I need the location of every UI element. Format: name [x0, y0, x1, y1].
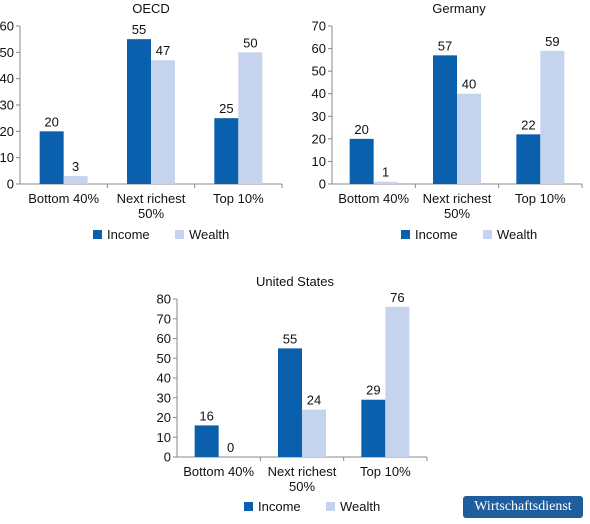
- united-states-y-tick-label: 20: [157, 410, 171, 425]
- united-states-y-tick-label: 0: [164, 450, 171, 465]
- united-states-y-tick-label: 80: [157, 292, 171, 307]
- united-states-x-tick-label: Bottom 40%: [183, 464, 254, 479]
- oecd-y-tick-label: 0: [7, 177, 14, 192]
- germany-x-tick-label: Bottom 40%: [338, 191, 409, 206]
- united-states-bar-income: [194, 425, 219, 457]
- germany-y-tick-label: 60: [312, 41, 326, 56]
- united-states-data-label: 24: [307, 393, 321, 408]
- germany-bar-income: [349, 138, 374, 184]
- germany-y-tick-label: 40: [312, 86, 326, 101]
- oecd-bar-wealth: [151, 60, 175, 184]
- germany-data-label: 57: [438, 38, 452, 53]
- united-states-bar-income: [278, 348, 302, 457]
- wirtschaftsdienst-logo: Wirtschaftsdienst: [463, 496, 583, 518]
- oecd-bar-income: [214, 118, 239, 184]
- germany-y-tick-label: 30: [312, 109, 326, 124]
- oecd-data-label: 3: [72, 159, 79, 174]
- united-states-legend-swatch-income: [244, 502, 253, 511]
- united-states-data-label: 55: [283, 331, 297, 346]
- united-states-y-tick-label: 10: [157, 430, 171, 445]
- oecd-legend-swatch-income: [93, 230, 102, 239]
- germany-legend-label-wealth: Wealth: [497, 227, 537, 242]
- oecd-y-tick-label: 10: [0, 150, 14, 165]
- united-states-data-label: 76: [390, 290, 404, 305]
- oecd-data-label: 20: [44, 114, 58, 129]
- united-states-bar-income: [361, 399, 386, 457]
- germany-legend-swatch-income: [401, 230, 410, 239]
- oecd-data-label: 55: [132, 22, 146, 37]
- oecd-data-label: 50: [243, 35, 257, 50]
- united-states-y-tick-label: 70: [157, 311, 171, 326]
- oecd-chart-title: OECD: [132, 1, 170, 16]
- oecd-data-label: 25: [219, 101, 233, 116]
- oecd-y-tick-label: 50: [0, 45, 14, 60]
- germany-data-label: 20: [354, 122, 368, 137]
- germany-data-label: 59: [545, 34, 559, 49]
- united-states-data-label: 29: [366, 383, 380, 398]
- united-states-chart-title: United States: [256, 274, 335, 289]
- oecd-x-tick-label: Top 10%: [213, 191, 264, 206]
- germany-bar-income: [516, 134, 541, 184]
- oecd-bar-income: [127, 39, 151, 184]
- oecd-legend-label-income: Income: [107, 227, 150, 242]
- oecd-y-tick-label: 30: [0, 98, 14, 113]
- oecd-bar-wealth: [63, 176, 88, 184]
- germany-bar-wealth: [540, 50, 565, 185]
- germany-bar-wealth: [457, 93, 481, 184]
- germany-y-tick-label: 10: [312, 154, 326, 169]
- united-states-data-label: 0: [227, 440, 234, 455]
- oecd-data-label: 47: [156, 43, 170, 58]
- germany-legend-label-income: Income: [415, 227, 458, 242]
- united-states-legend-label-wealth: Wealth: [340, 499, 380, 514]
- united-states-data-label: 16: [199, 408, 213, 423]
- germany-y-tick-label: 0: [319, 177, 326, 192]
- germany-bar-wealth: [373, 181, 398, 184]
- united-states-y-tick-label: 40: [157, 371, 171, 386]
- oecd-y-tick-label: 40: [0, 71, 14, 86]
- oecd-bar-income: [39, 131, 64, 184]
- oecd-x-tick-label: Bottom 40%: [28, 191, 99, 206]
- germany-y-tick-label: 20: [312, 131, 326, 146]
- germany-data-label: 22: [521, 117, 535, 132]
- oecd-y-tick-label: 20: [0, 124, 14, 139]
- germany-bar-income: [433, 55, 457, 184]
- united-states-bar-wealth: [302, 409, 326, 457]
- united-states-y-tick-label: 30: [157, 390, 171, 405]
- united-states-bar-wealth: [385, 306, 410, 457]
- germany-y-tick-label: 50: [312, 64, 326, 79]
- united-states-y-tick-label: 60: [157, 331, 171, 346]
- united-states-x-tick-label: Next richest 50%: [268, 464, 337, 494]
- oecd-x-tick-label: Next richest 50%: [117, 191, 186, 221]
- oecd-legend-label-wealth: Wealth: [189, 227, 229, 242]
- united-states-x-tick-label: Top 10%: [360, 464, 411, 479]
- united-states-legend-swatch-wealth: [326, 502, 335, 511]
- oecd-y-tick-label: 60: [0, 19, 14, 34]
- germany-data-label: 1: [382, 165, 389, 180]
- germany-y-tick-label: 70: [312, 19, 326, 34]
- germany-legend-swatch-wealth: [483, 230, 492, 239]
- germany-x-tick-label: Top 10%: [515, 191, 566, 206]
- united-states-legend-label-income: Income: [258, 499, 301, 514]
- germany-data-label: 40: [462, 77, 476, 92]
- oecd-legend-swatch-wealth: [175, 230, 184, 239]
- germany-chart-title: Germany: [432, 1, 486, 16]
- oecd-bar-wealth: [238, 52, 263, 185]
- united-states-y-tick-label: 50: [157, 351, 171, 366]
- germany-x-tick-label: Next richest 50%: [423, 191, 492, 221]
